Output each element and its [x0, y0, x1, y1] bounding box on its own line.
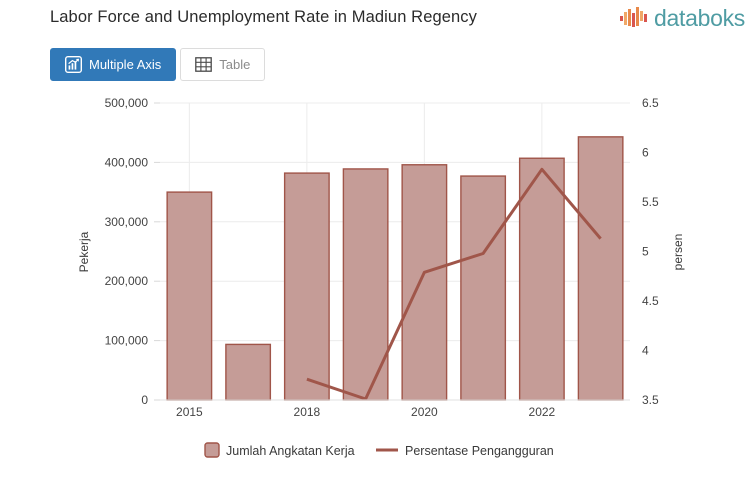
tab-multiple-axis[interactable]: Multiple Axis — [50, 48, 177, 81]
chart-axes: 0 100,000 200,000 300,000 400,000 500,000 3.5 4… — [77, 96, 685, 419]
legend-swatch-bar[interactable] — [204, 442, 220, 458]
databoks-logo: databoks — [620, 5, 745, 32]
bar[interactable] — [166, 191, 213, 401]
y-axis-left-tick-label: 400,000 — [105, 155, 149, 169]
x-axis-tick-label: 2015 — [176, 405, 203, 419]
y-axis-left-tick-label: 300,000 — [105, 215, 149, 229]
table-icon — [195, 57, 213, 72]
x-axis-tick-label: 2018 — [294, 405, 321, 419]
bar-series — [166, 136, 624, 401]
x-axis-tick-label: 2020 — [411, 405, 438, 419]
bar[interactable] — [342, 168, 389, 401]
y-axis-right-tick-label: 6 — [642, 146, 649, 160]
page-header: Labor Force and Unemployment Rate in Mad… — [0, 0, 753, 42]
y-axis-left-title: Pekerja — [77, 231, 91, 272]
line-series — [306, 167, 602, 401]
y-axis-left-tick-label: 0 — [141, 393, 148, 407]
tab-multiple-axis-label: Multiple Axis — [89, 57, 162, 72]
bar[interactable] — [577, 136, 624, 401]
y-axis-right-tick-label: 6.5 — [642, 96, 659, 110]
tab-table[interactable]: Table — [180, 48, 266, 81]
view-tabs: Multiple Axis Table — [50, 48, 266, 81]
y-axis-right-tick-label: 5.5 — [642, 195, 659, 209]
y-axis-right-tick-label: 4 — [642, 344, 649, 358]
y-axis-right-tick-label: 4.5 — [642, 294, 659, 308]
legend-label-bar[interactable]: Jumlah Angkatan Kerja — [226, 444, 355, 458]
tab-table-label: Table — [219, 57, 251, 72]
y-axis-left-tick-label: 500,000 — [105, 96, 149, 110]
y-axis-right-tick-label: 3.5 — [642, 393, 659, 407]
line-path[interactable] — [306, 167, 602, 401]
chart-legend: Jumlah Angkatan Kerja Persentase Pengangg… — [204, 442, 554, 458]
bar[interactable] — [401, 164, 448, 401]
bar[interactable] — [518, 157, 565, 401]
page-title: Labor Force and Unemployment Rate in Mad… — [50, 8, 477, 26]
bar[interactable] — [283, 172, 330, 401]
multiple-axis-icon — [65, 56, 82, 73]
x-axis-tick-label: 2022 — [529, 405, 556, 419]
y-axis-right-tick-label: 5 — [642, 245, 649, 259]
bar[interactable] — [225, 343, 272, 401]
y-axis-left-tick-label: 100,000 — [105, 334, 149, 348]
logo-bars-icon — [620, 6, 648, 27]
logo-wordmark: databoks — [654, 5, 745, 31]
legend-label-line[interactable]: Persentase Pengangguran — [405, 444, 554, 458]
y-axis-right-title: persen — [671, 234, 685, 271]
y-axis-left-tick-label: 200,000 — [105, 274, 149, 288]
bar[interactable] — [460, 175, 507, 401]
